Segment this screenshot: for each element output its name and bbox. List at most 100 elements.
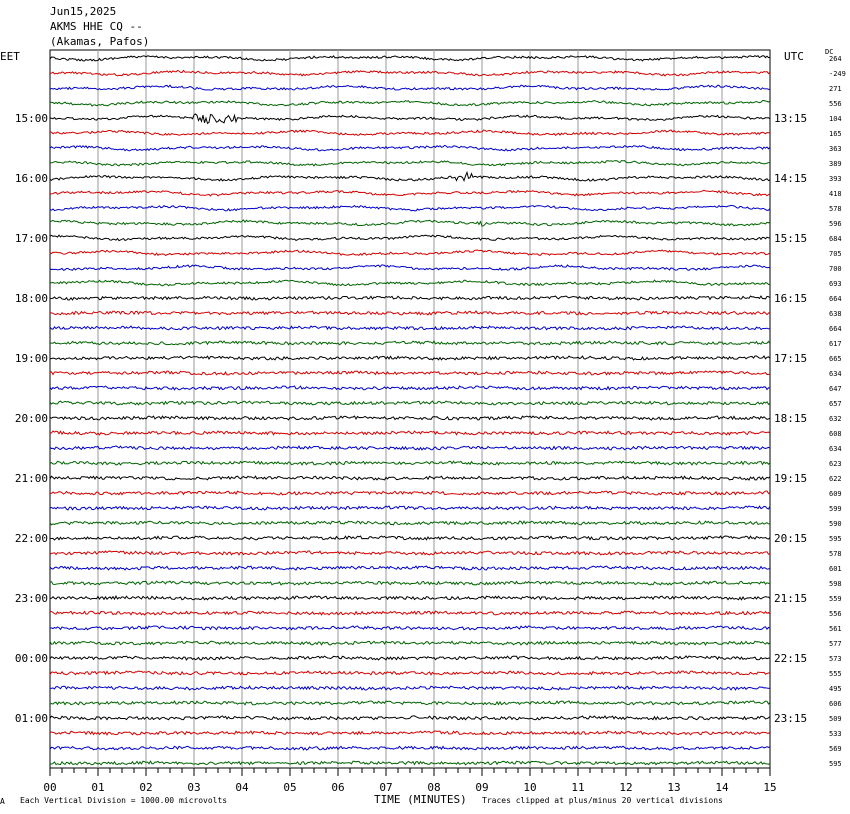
dc-offset-label: 533 xyxy=(829,730,842,738)
trace-line xyxy=(49,490,771,496)
x-tick-label: 14 xyxy=(715,781,729,794)
left-time-label: 01:00 xyxy=(15,712,48,725)
dc-offset-label: 578 xyxy=(829,550,842,558)
dc-offset-label: 569 xyxy=(829,745,842,753)
dc-offset-label: 665 xyxy=(829,355,842,363)
trace-line xyxy=(49,715,771,721)
dc-offset-label: 561 xyxy=(829,625,842,633)
trace-line xyxy=(49,520,771,526)
dc-offset-label: 693 xyxy=(829,280,842,288)
x-tick-label: 01 xyxy=(91,781,104,794)
right-time-label: 18:15 xyxy=(774,412,807,425)
station-code: AKMS HHE CQ -- xyxy=(50,20,143,33)
x-tick-label: 08 xyxy=(427,781,440,794)
left-time-label: 15:00 xyxy=(15,112,48,125)
trace-line xyxy=(49,535,771,541)
trace-line xyxy=(49,340,771,346)
left-time-label: 19:00 xyxy=(15,352,48,365)
x-tick-label: 15 xyxy=(763,781,776,794)
dc-offset-label: 595 xyxy=(829,535,842,543)
x-tick-label: 06 xyxy=(331,781,344,794)
dc-offset-label: 700 xyxy=(829,265,842,273)
trace-line xyxy=(49,430,771,436)
dc-offset-label: 389 xyxy=(829,160,842,168)
trace-line xyxy=(49,475,771,481)
x-tick-label: 11 xyxy=(571,781,584,794)
left-time-label: 23:00 xyxy=(15,592,48,605)
dc-offset-label: 264 xyxy=(829,55,842,63)
trace-line xyxy=(49,685,771,691)
trace-line xyxy=(49,219,771,227)
trace-line xyxy=(49,204,771,212)
dc-offset-label: 684 xyxy=(829,235,842,243)
trace-line xyxy=(49,84,771,91)
x-tick-label: 09 xyxy=(475,781,488,794)
dc-offset-label: 609 xyxy=(829,490,842,498)
dc-offset-label: 556 xyxy=(829,100,842,108)
dc-offset-label: 606 xyxy=(829,700,842,708)
dc-offset-label: 556 xyxy=(829,610,842,618)
trace-line xyxy=(49,415,771,421)
dc-offset-label: 622 xyxy=(829,475,842,483)
dc-offset-label: 608 xyxy=(829,430,842,438)
trace-line xyxy=(49,730,771,736)
left-time-label: 00:00 xyxy=(15,652,48,665)
clip-note: Traces clipped at plus/minus 20 vertical… xyxy=(482,796,723,805)
trace-line xyxy=(49,625,771,631)
scale-note: Each Vertical Division = 1000.00 microvo… xyxy=(20,796,228,805)
dc-offset-label: 647 xyxy=(829,385,842,393)
right-time-label: 23:15 xyxy=(774,712,807,725)
trace-line xyxy=(49,550,771,556)
trace-line xyxy=(49,460,771,466)
dc-offset-label: 418 xyxy=(829,190,842,198)
right-time-label: 21:15 xyxy=(774,592,807,605)
plot-date: Jun15,2025 xyxy=(50,5,117,18)
trace-line xyxy=(49,355,771,361)
plot-frame xyxy=(49,49,771,769)
trace-line xyxy=(49,640,771,646)
dc-offset-label: 577 xyxy=(829,640,842,648)
dc-offset-label: 634 xyxy=(829,445,842,453)
trace-line xyxy=(49,170,771,183)
dc-offset-label: -249 xyxy=(829,70,846,78)
trace-line xyxy=(49,400,771,406)
left-time-label: 16:00 xyxy=(15,172,48,185)
dc-offset-label: 601 xyxy=(829,565,842,573)
trace-line xyxy=(49,760,771,766)
trace-line xyxy=(49,745,771,751)
dc-offset-label: 509 xyxy=(829,715,842,723)
trace-line xyxy=(49,113,771,125)
trace-line xyxy=(49,159,771,167)
trace-line xyxy=(49,385,771,391)
dc-offset-label: 623 xyxy=(829,460,842,468)
left-time-label: 18:00 xyxy=(15,292,48,305)
trace-line xyxy=(49,249,771,257)
dc-offset-label: 664 xyxy=(829,325,842,333)
dc-offset-label: 495 xyxy=(829,685,842,693)
right-time-label: 14:15 xyxy=(774,172,807,185)
left-time-label: 22:00 xyxy=(15,532,48,545)
x-tick-label: 00 xyxy=(43,781,56,794)
dc-column-label: DC xyxy=(825,48,834,56)
trace-line xyxy=(49,100,771,107)
left-time-label: 21:00 xyxy=(15,472,48,485)
right-time-label: 20:15 xyxy=(774,532,807,545)
dc-offset-label: 598 xyxy=(829,580,842,588)
trace-line xyxy=(49,505,771,511)
dc-offset-label: 271 xyxy=(829,85,842,93)
trace-line xyxy=(49,580,771,586)
trace-line xyxy=(49,295,771,301)
dc-offset-label: 578 xyxy=(829,205,842,213)
trace-line xyxy=(49,55,771,62)
dc-offset-label: 634 xyxy=(829,370,842,378)
dc-offset-label: 363 xyxy=(829,145,842,153)
x-tick-label: 07 xyxy=(379,781,392,794)
trace-line xyxy=(49,310,771,316)
right-time-label: 22:15 xyxy=(774,652,807,665)
x-tick-label: 10 xyxy=(523,781,536,794)
trace-line xyxy=(49,610,771,616)
dc-offset-label: 393 xyxy=(829,175,842,183)
trace-line xyxy=(49,129,771,136)
dc-offset-label: 638 xyxy=(829,310,842,318)
